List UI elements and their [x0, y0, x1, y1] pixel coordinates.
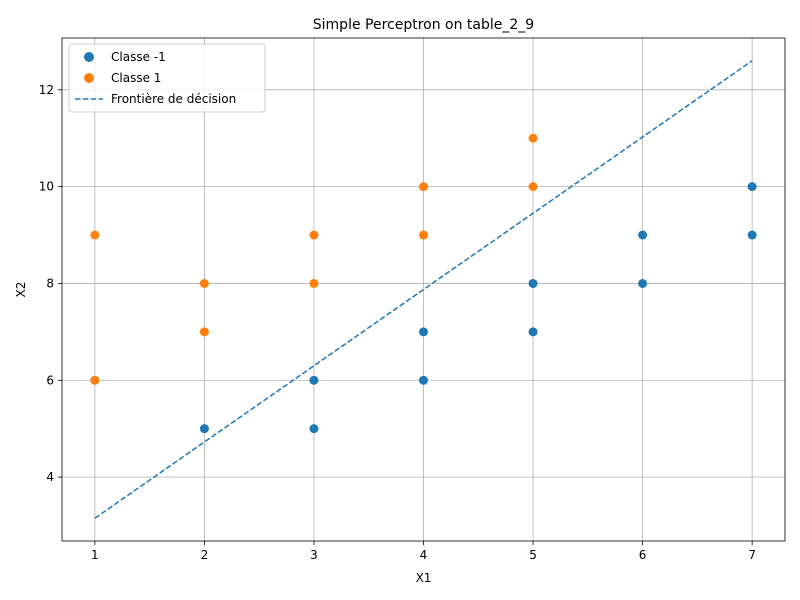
data-point-series-0	[638, 230, 648, 240]
data-point-series-0	[747, 230, 757, 240]
legend-marker-classe-1	[84, 73, 94, 83]
y-tick-label: 10	[39, 180, 54, 194]
decision-boundary-layer	[94, 60, 753, 519]
y-tick-label: 6	[46, 373, 54, 387]
data-point-series-1	[309, 278, 319, 288]
data-point-series-1	[419, 182, 428, 192]
y-axis-ticks: 4 6 8 10 12	[39, 83, 62, 484]
x-tick-label: 7	[748, 548, 756, 562]
decision-boundary-line	[94, 60, 753, 519]
data-point-series-1	[199, 278, 209, 288]
legend-label-classe-neg1: Classe -1	[111, 50, 166, 64]
data-point-series-1	[199, 327, 209, 337]
y-axis-label: X2	[14, 282, 28, 298]
legend-label-classe-1: Classe 1	[111, 71, 161, 85]
data-point-series-1	[90, 375, 100, 385]
data-point-series-1	[90, 230, 100, 240]
data-point-series-0	[747, 182, 757, 192]
data-point-series-0	[419, 327, 428, 337]
points-layer	[90, 133, 757, 434]
data-point-series-1	[528, 182, 538, 192]
y-tick-label: 8	[46, 276, 54, 290]
data-point-series-0	[528, 278, 538, 288]
data-point-series-0	[638, 278, 648, 288]
x-tick-label: 1	[91, 548, 99, 562]
data-point-series-1	[309, 230, 319, 240]
x-tick-label: 5	[529, 548, 537, 562]
legend-label-decision-boundary: Frontière de décision	[111, 92, 236, 106]
x-tick-label: 3	[310, 548, 318, 562]
x-tick-label: 6	[639, 548, 647, 562]
data-point-series-0	[309, 424, 319, 434]
x-axis-label: X1	[416, 571, 432, 585]
data-point-series-0	[309, 375, 319, 385]
legend: Classe -1 Classe 1 Frontière de décision	[68, 43, 266, 113]
y-tick-label: 4	[46, 470, 54, 484]
data-point-series-1	[528, 133, 538, 143]
y-tick-label: 12	[39, 83, 54, 97]
chart-title: Simple Perceptron on table_2_9	[313, 17, 534, 33]
x-tick-label: 4	[420, 548, 428, 562]
data-point-series-0	[419, 375, 428, 385]
data-point-series-0	[199, 424, 209, 434]
legend-box	[68, 43, 266, 113]
legend-marker-classe-neg1	[84, 52, 94, 62]
data-point-series-1	[419, 230, 428, 240]
data-point-series-0	[528, 327, 538, 337]
x-axis-ticks: 1 2 3 4 5 6 7	[91, 541, 756, 562]
x-tick-label: 2	[201, 548, 209, 562]
